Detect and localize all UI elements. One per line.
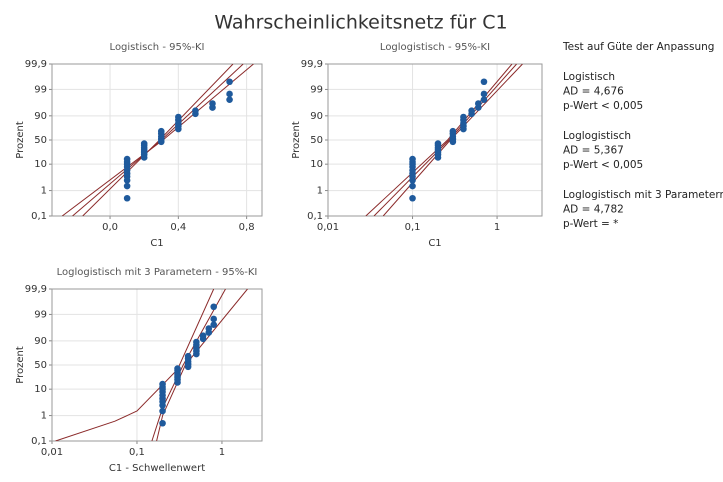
data-point [449,127,457,135]
data-point [123,182,131,190]
gof-line: AD = 4,782 [563,204,624,216]
data-point [159,419,166,427]
y-tick-label: 50 [34,135,47,146]
x-tick-label: 0,01 [317,222,339,233]
gof-section: Loglogistisch [563,130,631,142]
y-axis-label: Prozent [15,346,26,384]
fit-line [156,289,248,441]
gof-line: AD = 5,367 [563,145,624,157]
y-tick-label: 10 [34,159,47,170]
x-tick-label: 1 [494,222,500,233]
data-point [480,90,488,98]
x-tick-label: 1 [219,447,225,458]
fit-line [365,64,513,216]
chart-subtitle: Loglogistisch mit 3 Parametern - 95%-KI [57,267,258,278]
x-tick-label: 0,8 [239,222,255,233]
data-point [174,365,181,372]
gof-title: Test auf Güte der Anpassung [562,41,714,53]
data-point [157,127,165,135]
y-tick-label: 1 [41,186,47,197]
data-point [159,380,166,388]
data-point [468,107,475,114]
y-tick-label: 0,1 [31,436,47,447]
fit-line [55,289,215,441]
page-title: Wahrscheinlichkeitsnetz für C1 [214,12,507,34]
y-tick-label: 50 [34,360,47,371]
data-point [226,78,233,86]
x-tick-label: 0,4 [170,222,186,233]
data-point [123,194,131,202]
x-axis-label: C1 [150,238,163,249]
gof-line: p-Wert < 0,005 [563,159,643,171]
gof-line: AD = 4,676 [563,86,624,98]
x-axis-label: C1 [428,238,441,249]
x-tick-label: 0,0 [102,222,118,233]
y-tick-label: 10 [310,159,323,170]
data-point [205,325,213,332]
y-tick-label: 99,9 [25,59,47,70]
y-tick-label: 99,9 [301,59,323,70]
gof-section: Logistisch [563,71,615,83]
data-point [209,100,216,107]
plot-frame [327,63,543,217]
chart-subtitle: Loglogistisch - 95%-KI [380,42,490,53]
gof-line: p-Wert = * [563,218,618,230]
y-tick-label: 99 [310,84,323,95]
y-tick-label: 10 [34,384,47,395]
data-point [175,113,182,121]
y-tick-label: 90 [34,336,47,347]
data-point [409,194,416,202]
x-axis-label: C1 - Schwellenwert [109,463,205,474]
y-tick-label: 90 [34,111,47,122]
x-tick-label: 0,1 [129,447,145,458]
data-point [140,140,148,147]
data-point [193,338,200,346]
data-point [409,182,416,190]
data-point [199,332,207,339]
x-tick-label: 0,1 [405,222,421,233]
data-point [123,155,131,163]
data-point [480,78,488,86]
fit-line [151,289,226,441]
data-point [226,96,233,103]
y-tick-label: 0,1 [307,211,323,222]
gof-line: p-Wert < 0,005 [563,100,643,112]
y-tick-label: 1 [317,186,323,197]
y-tick-label: 1 [41,411,47,422]
plot-frame [51,63,263,217]
y-tick-label: 0,1 [31,211,47,222]
y-tick-label: 99,9 [25,284,47,295]
data-point [210,315,218,323]
x-tick-label: 0,01 [41,447,63,458]
data-point [460,113,467,121]
data-point [434,140,442,147]
y-tick-label: 90 [310,111,323,122]
data-point [210,321,218,328]
data-point [192,107,199,114]
y-axis-label: Prozent [291,121,302,159]
data-point [409,155,416,163]
data-point [184,352,192,360]
y-axis-label: Prozent [15,121,26,159]
data-point [210,303,218,311]
gof-section: Loglogistisch mit 3 Parametern [563,189,723,201]
data-point [159,407,166,415]
y-tick-label: 99 [34,309,47,320]
data-point [226,90,233,98]
y-tick-label: 50 [310,135,323,146]
chart-subtitle: Logistisch - 95%-KI [110,42,205,53]
data-point [480,96,488,103]
y-tick-label: 99 [34,84,47,95]
fit-line [373,64,517,216]
panel: 0,1 1 10 50 90 99 99,9 0,0 0,4 0,8 Logistisch - 95… [15,42,263,249]
data-point [475,100,482,107]
